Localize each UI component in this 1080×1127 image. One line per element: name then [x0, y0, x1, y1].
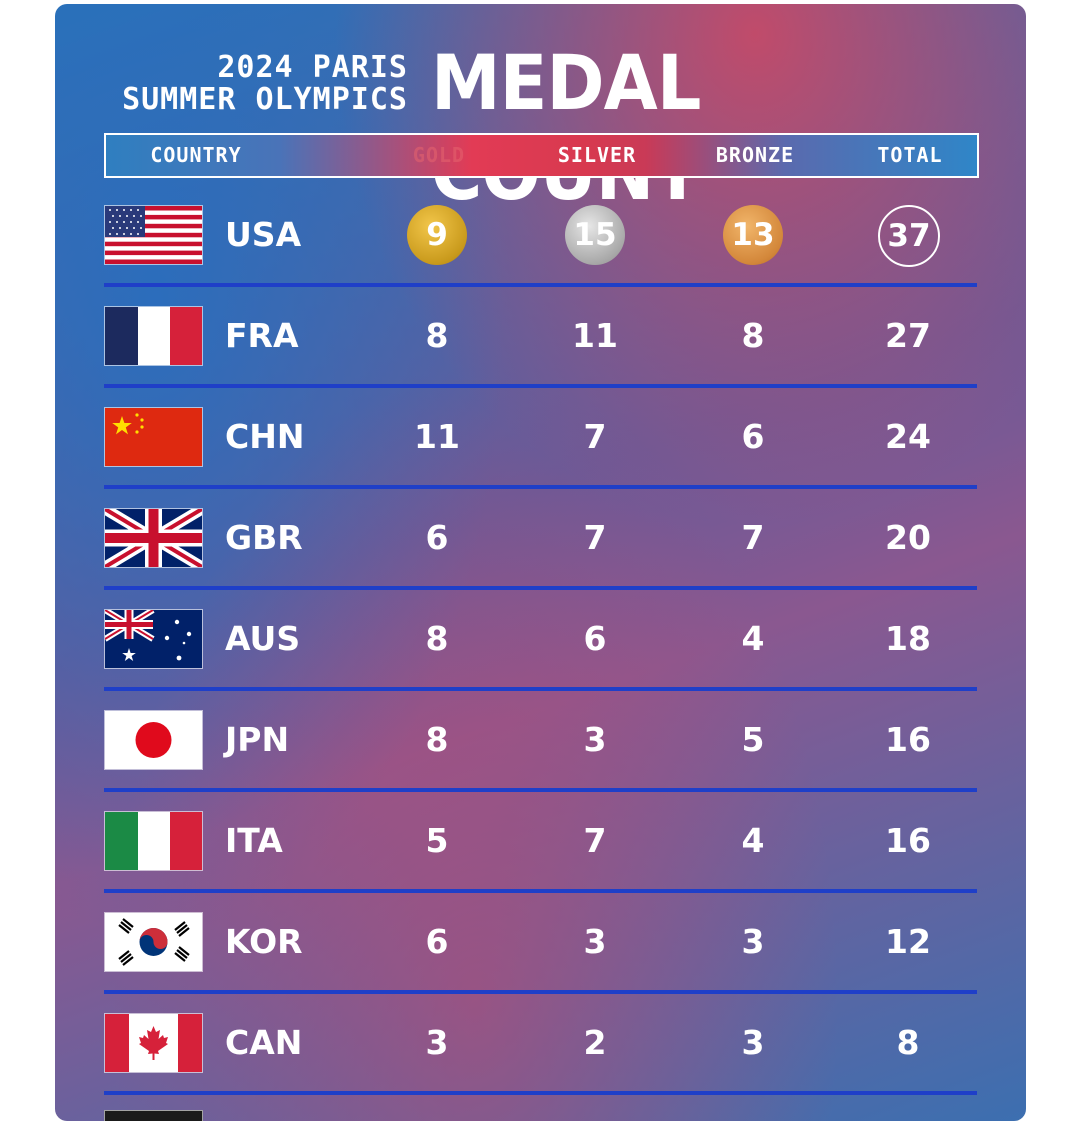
- country-code: JPN: [225, 720, 290, 759]
- usa-flag-icon: [104, 205, 203, 265]
- row-divider: [104, 1091, 977, 1095]
- country-code: ITA: [225, 821, 283, 860]
- table-row: AUS 8 6 4 18: [104, 588, 977, 691]
- silver-count: 2: [583, 1023, 607, 1062]
- gold-count: 6: [425, 922, 449, 961]
- bronze-count: 5: [741, 720, 765, 759]
- event-title: 2024 PARIS SUMMER OLYMPICS: [103, 52, 408, 116]
- australia-flag-icon: [104, 609, 203, 669]
- china-flag-icon: [104, 407, 203, 467]
- header-silver: SILVER: [557, 143, 637, 167]
- gold-count: 8: [425, 720, 449, 759]
- bronze-count: 8: [741, 316, 765, 355]
- event-title-line2: SUMMER OLYMPICS: [122, 82, 408, 117]
- table-header: COUNTRY GOLD SILVER BRONZE TOTAL: [104, 133, 979, 178]
- table-row: CAN 3 2 3 8: [104, 992, 977, 1095]
- header-bronze: BRONZE: [715, 143, 795, 167]
- canada-flag-icon: [104, 1013, 203, 1073]
- row-divider: [104, 788, 977, 792]
- row-divider: [104, 283, 977, 287]
- total-count: 16: [885, 821, 931, 860]
- bronze-count: 3: [741, 1023, 765, 1062]
- country-code: CAN: [225, 1023, 303, 1062]
- gold-count: 8: [425, 619, 449, 658]
- table-row: GBR 6 7 7 20: [104, 487, 977, 590]
- header-country: COUNTRY: [150, 143, 242, 167]
- event-title-line1: 2024 PARIS: [217, 50, 408, 85]
- total-badge: 37: [878, 204, 940, 267]
- table-row: FRA 8 11 8 27: [104, 285, 977, 388]
- table-row: CHN 11 7 6 24: [104, 386, 977, 489]
- table-row: USA 9 15 13 37: [104, 184, 977, 287]
- country-code: FRA: [225, 316, 299, 355]
- silver-medal-badge: 15: [565, 204, 625, 265]
- total-count: 27: [885, 316, 931, 355]
- partial-flag: [104, 1110, 203, 1121]
- silver-count: 3: [583, 720, 607, 759]
- silver-count: 7: [583, 821, 607, 860]
- total-count: 37: [853, 184, 963, 285]
- row-divider: [104, 687, 977, 691]
- country-code: USA: [225, 215, 302, 254]
- country-code: GBR: [225, 518, 303, 557]
- medal-count-card: 2024 PARIS SUMMER OLYMPICS MEDAL COUNT C…: [55, 4, 1026, 1121]
- total-count: 16: [885, 720, 931, 759]
- country-code: AUS: [225, 619, 301, 658]
- total-count: 24: [885, 417, 931, 456]
- total-count: 8: [896, 1023, 920, 1062]
- gold-count: 8: [425, 316, 449, 355]
- silver-count: 3: [583, 922, 607, 961]
- gold-count: 9: [382, 184, 492, 285]
- silver-count: 7: [583, 518, 607, 557]
- total-count: 18: [885, 619, 931, 658]
- row-divider: [104, 586, 977, 590]
- bronze-count: 6: [741, 417, 765, 456]
- country-code: KOR: [225, 922, 303, 961]
- gold-count: 3: [425, 1023, 449, 1062]
- total-count: 12: [885, 922, 931, 961]
- row-divider: [104, 889, 977, 893]
- silver-count: 15: [540, 184, 650, 285]
- bronze-count: 3: [741, 922, 765, 961]
- table-row: JPN 8 3 5 16: [104, 689, 977, 792]
- table-row: ITA 5 7 4 16: [104, 790, 977, 893]
- silver-count: 11: [572, 316, 618, 355]
- gold-count: 11: [414, 417, 460, 456]
- gold-medal-badge: 9: [407, 204, 467, 265]
- bronze-count: 7: [741, 518, 765, 557]
- table-row: KOR 6 3 3 12: [104, 891, 977, 994]
- silver-count: 6: [583, 619, 607, 658]
- country-code: CHN: [225, 417, 305, 456]
- bronze-medal-badge: 13: [723, 204, 783, 265]
- header-total: TOTAL: [877, 143, 943, 167]
- silver-count: 7: [583, 417, 607, 456]
- gold-count: 5: [425, 821, 449, 860]
- total-count: 20: [885, 518, 931, 557]
- korea-flag-icon: [104, 912, 203, 972]
- row-divider: [104, 990, 977, 994]
- row-divider: [104, 485, 977, 489]
- italy-flag-icon: [104, 811, 203, 871]
- bronze-count: 13: [698, 184, 808, 285]
- gold-count: 6: [425, 518, 449, 557]
- header-gold: GOLD: [412, 143, 466, 167]
- bronze-count: 4: [741, 619, 765, 658]
- uk-flag-icon: [104, 508, 203, 568]
- japan-flag-icon: [104, 710, 203, 770]
- france-flag-icon: [104, 306, 203, 366]
- row-divider: [104, 384, 977, 388]
- bronze-count: 4: [741, 821, 765, 860]
